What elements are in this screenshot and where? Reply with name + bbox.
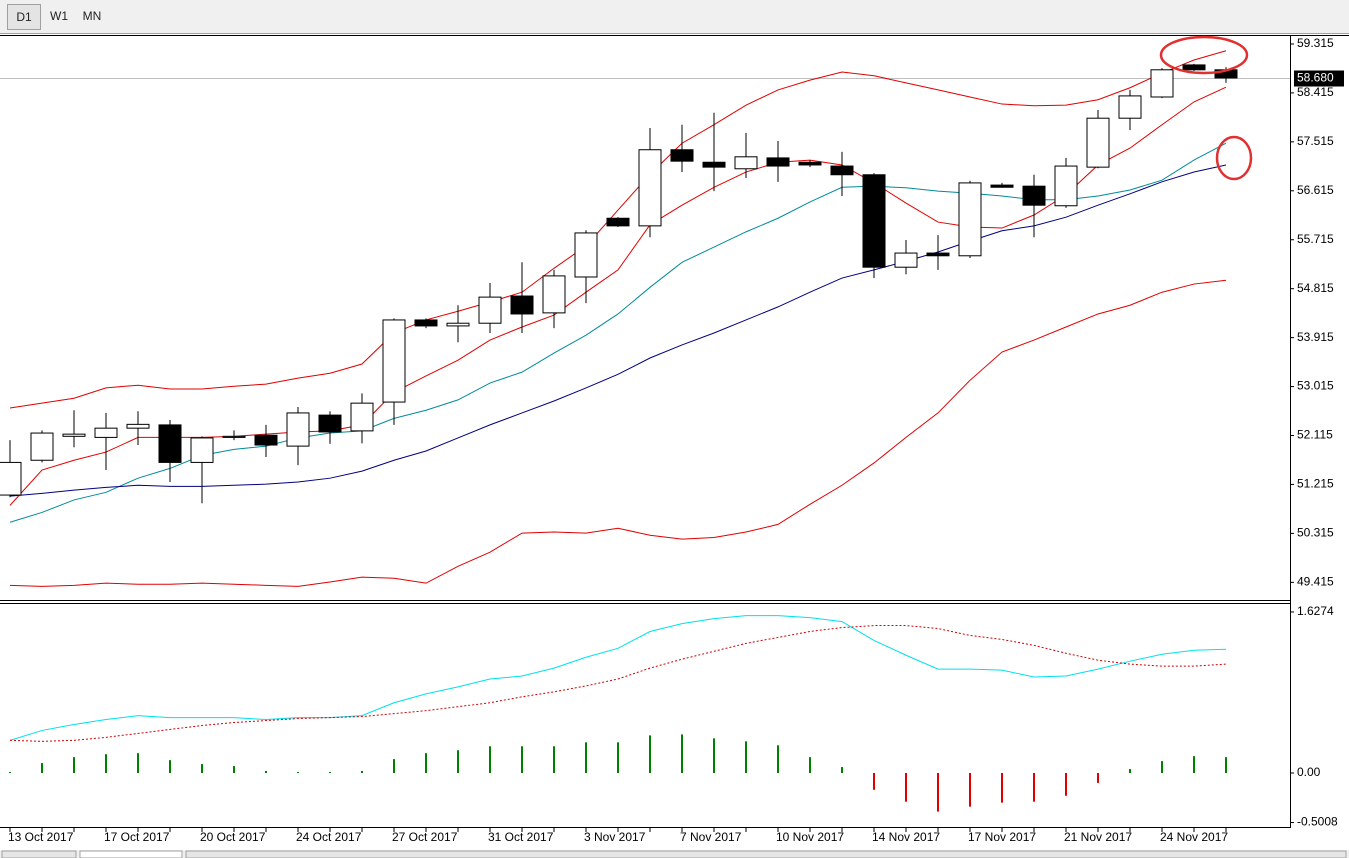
chart-background <box>0 34 1349 850</box>
x-tick-label: 17 Nov 2017 <box>968 830 1036 844</box>
candle-body <box>958 182 982 257</box>
y-tick-label: 53.015 <box>1297 379 1334 393</box>
candle-body <box>318 414 342 433</box>
y-tick-label: 59.315 <box>1297 36 1334 50</box>
x-tick-label: 24 Nov 2017 <box>1160 830 1228 844</box>
candle-body <box>1118 95 1142 119</box>
candle-body <box>1086 117 1110 168</box>
x-tick-label: 13 Oct 2017 <box>8 830 74 844</box>
x-tick-label: 27 Oct 2017 <box>392 830 458 844</box>
candle-body <box>286 412 310 447</box>
candle-body <box>414 319 438 327</box>
candle-body <box>382 319 406 403</box>
indicator-line <box>9 279 1227 587</box>
x-tick-label: 17 Oct 2017 <box>104 830 170 844</box>
timeframe-button[interactable]: W1 <box>50 9 68 23</box>
candle-body <box>478 296 502 324</box>
candle-body <box>926 252 950 257</box>
candle-body <box>1054 165 1078 207</box>
x-tick-label: 20 Oct 2017 <box>200 830 266 844</box>
candle-body <box>62 433 86 437</box>
tab[interactable] <box>185 850 1347 858</box>
indicator-line <box>9 86 1227 506</box>
y-tick-label: 58.415 <box>1297 85 1334 99</box>
tab[interactable] <box>79 850 183 858</box>
candle-body <box>222 435 246 438</box>
indicator-line <box>9 50 1227 409</box>
candle-body <box>702 161 726 168</box>
candle-body <box>798 161 822 166</box>
x-tick-label: 14 Nov 2017 <box>872 830 940 844</box>
candle-body <box>574 232 598 278</box>
candle-body <box>830 165 854 176</box>
y-tick-label: 51.215 <box>1297 477 1334 491</box>
candle-body <box>990 184 1014 188</box>
y-tick-label: 56.615 <box>1297 183 1334 197</box>
candle-body <box>1150 69 1174 98</box>
annotation-ellipse <box>1159 35 1249 75</box>
x-tick-label: 7 Nov 2017 <box>680 830 742 844</box>
current-price-box <box>1294 70 1344 87</box>
timeframe-button[interactable]: MN <box>82 9 102 23</box>
indicator-line <box>9 615 1227 741</box>
x-tick-label: 10 Nov 2017 <box>776 830 844 844</box>
candle-body <box>894 252 918 268</box>
y-tick-label: 52.115 <box>1297 428 1333 442</box>
candle-body <box>766 157 790 167</box>
candle-body <box>158 424 182 463</box>
y-tick-label: 54.815 <box>1297 281 1334 295</box>
candle-body <box>510 295 534 315</box>
y-tick-label: 1.6274 <box>1297 604 1334 618</box>
x-tick-label: 3 Nov 2017 <box>584 830 646 844</box>
candle-body <box>126 423 150 429</box>
candle-body <box>1022 185 1046 206</box>
indicator-line <box>9 625 1227 742</box>
candle-body <box>446 322 470 327</box>
candle-body <box>606 217 630 227</box>
candle-body <box>0 461 22 496</box>
candle-body <box>30 432 54 461</box>
current-price-label: 58.680 <box>1297 71 1334 85</box>
candle-body <box>254 434 278 446</box>
y-tick-label: 49.415 <box>1297 574 1334 588</box>
x-tick-label: 31 Oct 2017 <box>488 830 554 844</box>
tab[interactable] <box>1 850 77 858</box>
candle-body <box>862 174 886 268</box>
annotation-ellipse <box>1215 135 1253 181</box>
candle-body <box>350 402 374 432</box>
y-tick-label: 0.00 <box>1297 765 1321 779</box>
candle-body <box>670 149 694 162</box>
y-tick-label: 57.515 <box>1297 134 1334 148</box>
y-tick-label: 55.715 <box>1297 232 1334 246</box>
timeframe-button[interactable]: D1 <box>7 4 41 30</box>
y-tick-label: -0.5008 <box>1297 815 1338 829</box>
candle-body <box>734 156 758 170</box>
candle-body <box>190 437 214 463</box>
x-tick-label: 21 Nov 2017 <box>1064 830 1132 844</box>
candle-body <box>542 275 566 314</box>
x-tick-label: 24 Oct 2017 <box>296 830 362 844</box>
y-tick-label: 50.315 <box>1297 526 1334 540</box>
candle-body <box>638 149 662 227</box>
candle-body <box>94 427 118 438</box>
timeframe-toolbar: D1 W1 MN <box>0 0 1349 34</box>
indicator-line <box>9 164 1227 497</box>
candle-body <box>1182 64 1206 71</box>
y-tick-label: 53.915 <box>1297 330 1334 344</box>
